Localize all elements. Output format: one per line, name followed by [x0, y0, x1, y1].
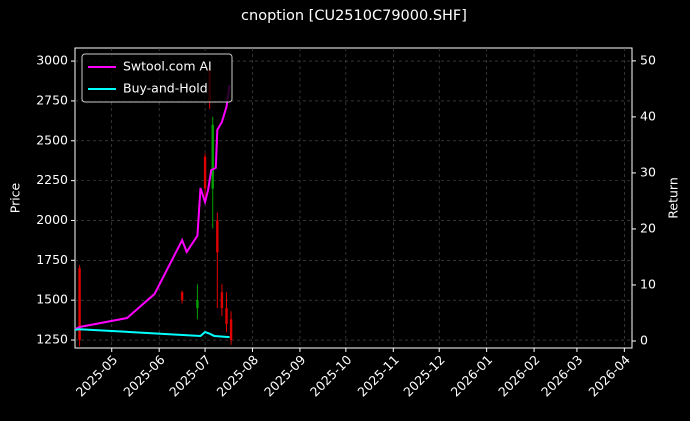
- candle-body: [196, 300, 199, 309]
- y2-axis-label: Return: [666, 177, 681, 218]
- y-tick-label: 1250: [36, 332, 68, 347]
- candle-body: [220, 292, 224, 309]
- y2-tick-label: 40: [640, 108, 656, 123]
- x-tick-label: 2025-08: [214, 352, 262, 400]
- candle-body: [216, 220, 219, 253]
- y2-tick-label: 20: [640, 220, 656, 235]
- legend-label: Swtool.com AI: [123, 59, 212, 74]
- candle-body: [180, 292, 184, 301]
- x-tick-label: 2026-04: [585, 352, 633, 400]
- candle-body: [225, 308, 228, 325]
- x-tick-label: 2025-11: [354, 352, 402, 400]
- legend-box: [81, 53, 233, 103]
- return-line: [74, 84, 231, 331]
- x-tick-label: 2025-09: [261, 352, 309, 400]
- candle-body: [78, 268, 81, 341]
- x-tick-label: 2025-10: [307, 352, 355, 400]
- y-tick-label: 1500: [36, 292, 68, 307]
- legend-label: Buy-and-Hold: [123, 81, 208, 96]
- y-axis-label: Price: [8, 182, 23, 213]
- x-tick-label: 2025-12: [400, 352, 448, 400]
- x-tick-label: 2026-03: [538, 352, 586, 400]
- chart-title: cnoption [CU2510C79000.SHF]: [241, 8, 467, 24]
- candle-body: [229, 319, 233, 341]
- candle-body: [211, 124, 214, 189]
- y-tick-label: 2250: [36, 172, 68, 187]
- y-tick-label: 2750: [36, 92, 68, 107]
- y2-tick-label: 50: [640, 52, 656, 67]
- x-tick-label: 2025-06: [120, 352, 168, 400]
- y-tick-label: 3000: [36, 53, 68, 68]
- x-tick-label: 2026-02: [495, 352, 543, 400]
- legend: Swtool.com AI Buy-and-Hold: [81, 53, 233, 103]
- y2-tick-label: 10: [640, 276, 656, 291]
- y2-tick-label: 30: [640, 164, 656, 179]
- x-tick-label: 2025-05: [73, 352, 121, 400]
- return-line: [74, 328, 230, 339]
- x-tick-label: 2025-07: [166, 352, 214, 400]
- y-tick-label: 2500: [36, 132, 68, 147]
- y-tick-label: 1750: [36, 252, 68, 267]
- y-tick-label: 2000: [36, 212, 68, 227]
- candle-body: [203, 156, 207, 189]
- x-tick-label: 2026-01: [448, 352, 496, 400]
- y2-tick-label: 0: [640, 332, 648, 347]
